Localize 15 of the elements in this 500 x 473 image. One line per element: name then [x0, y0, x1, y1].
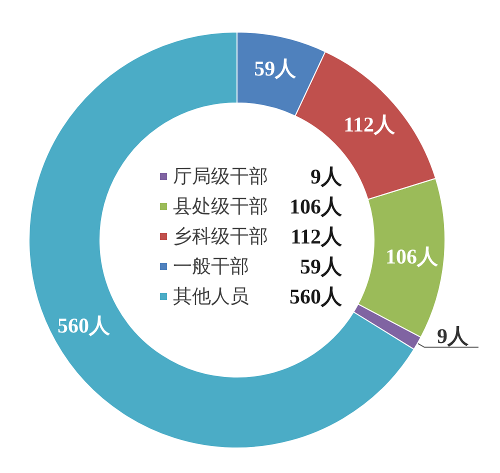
text: 560人 — [290, 284, 342, 308]
legend-label: 其他人员 — [173, 286, 249, 308]
text: 59人 — [300, 254, 342, 278]
data-label: 59人 — [254, 56, 298, 81]
legend-label: 县处级干部 — [173, 196, 268, 218]
text: 9人 — [310, 164, 342, 188]
text: 112人 — [290, 224, 342, 248]
data-label: 9人 — [436, 324, 470, 348]
data-label: 106人 — [385, 244, 439, 268]
legend-label: 一般干部 — [173, 256, 249, 278]
text: 106人 — [290, 194, 342, 218]
legend-label: 乡科级干部 — [173, 226, 268, 248]
data-label: 112人 — [344, 112, 396, 137]
data-label: 560人 — [57, 313, 111, 338]
legend-label: 厅局级干部 — [173, 166, 268, 188]
